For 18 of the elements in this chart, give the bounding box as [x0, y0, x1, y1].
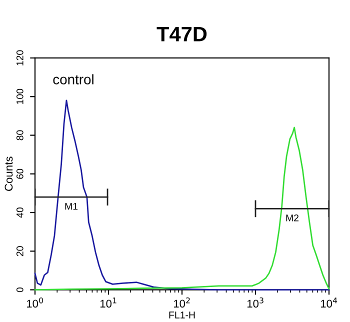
chart-title: T47D	[156, 26, 207, 42]
y-tick-label: 120	[16, 50, 24, 66]
y-tick-label: 80	[16, 130, 24, 140]
x-axis-title: FL1-H	[169, 312, 195, 318]
series-label: M1	[65, 202, 78, 210]
annotation: control	[53, 74, 94, 84]
x-tick-label: 10$^{3}$	[247, 297, 264, 308]
series-label: M2	[286, 214, 299, 222]
y-axis-title: Counts	[4, 156, 13, 191]
x-tick-label: 10$^{1}$	[100, 298, 116, 308]
x-tick-label: 10$^{0}$	[26, 297, 44, 308]
y-tick-label: 60	[16, 168, 24, 179]
y-tick-label: 0	[16, 287, 24, 292]
y-tick-label: 100	[16, 88, 24, 104]
y-tick-label: 40	[16, 207, 24, 218]
x-tick-label: 10$^{2}$	[174, 297, 190, 308]
y-tick-label: 20	[16, 246, 24, 256]
x-tick-label: 10$^{4}$	[320, 298, 338, 308]
